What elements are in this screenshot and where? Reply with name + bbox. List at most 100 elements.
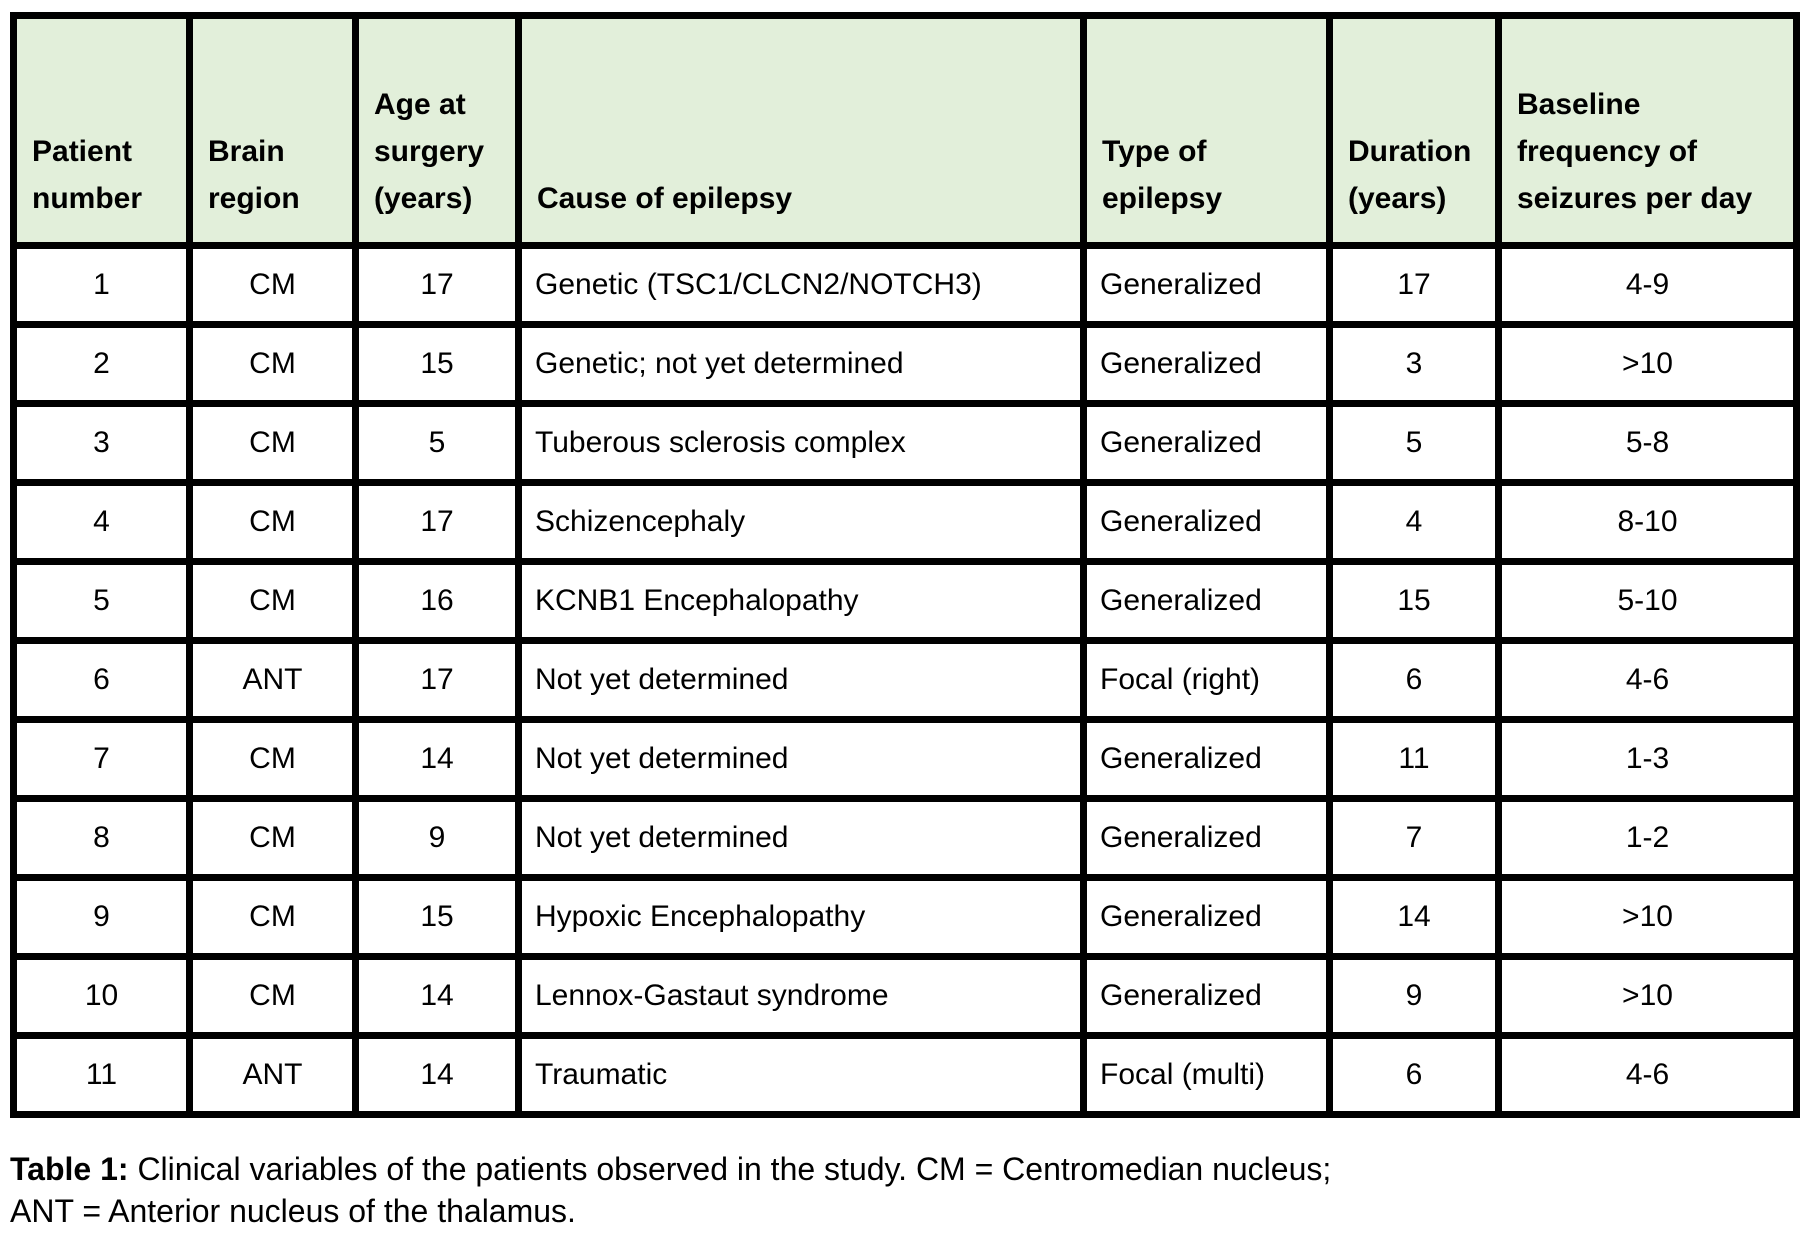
cell-brain-region: CM bbox=[186, 953, 359, 1039]
cell-type-of-epilepsy: Generalized bbox=[1080, 400, 1333, 486]
column-header-cause-of-epilepsy: Cause of epilepsy bbox=[515, 12, 1087, 249]
column-header-type-of-epilepsy: Type of epilepsy bbox=[1080, 12, 1333, 249]
cell-cause-of-epilepsy: Not yet determined bbox=[515, 795, 1087, 881]
cell-age-at-surgery: 9 bbox=[352, 795, 522, 881]
cell-type-of-epilepsy: Generalized bbox=[1080, 479, 1333, 565]
table-caption: Table 1: Clinical variables of the patie… bbox=[10, 1148, 1790, 1232]
cell-age-at-surgery: 17 bbox=[352, 242, 522, 328]
column-header-baseline-frequency: Baseline frequency of seizures per day bbox=[1495, 12, 1800, 249]
cell-duration: 9 bbox=[1326, 953, 1502, 1039]
column-header-patient-number: Patient number bbox=[10, 12, 193, 249]
cell-duration: 3 bbox=[1326, 321, 1502, 407]
cell-age-at-surgery: 5 bbox=[352, 400, 522, 486]
cell-age-at-surgery: 14 bbox=[352, 953, 522, 1039]
table-row: 6 ANT 17 Not yet determined Focal (right) 6 4-… bbox=[10, 637, 1800, 723]
cell-baseline-frequency: 1-2 bbox=[1495, 795, 1800, 881]
cell-baseline-frequency: 5-10 bbox=[1495, 558, 1800, 644]
cell-baseline-frequency: >10 bbox=[1495, 874, 1800, 960]
cell-brain-region: CM bbox=[186, 242, 359, 328]
cell-age-at-surgery: 14 bbox=[352, 1032, 522, 1118]
cell-age-at-surgery: 15 bbox=[352, 321, 522, 407]
cell-type-of-epilepsy: Generalized bbox=[1080, 874, 1333, 960]
table-row: 7 CM 14 Not yet determined Generalized 11 1-3 bbox=[10, 716, 1800, 802]
cell-patient-number: 8 bbox=[10, 795, 193, 881]
column-header-duration: Duration (years) bbox=[1326, 12, 1502, 249]
cell-cause-of-epilepsy: Not yet determined bbox=[515, 637, 1087, 723]
cell-brain-region: CM bbox=[186, 321, 359, 407]
cell-duration: 11 bbox=[1326, 716, 1502, 802]
cell-type-of-epilepsy: Generalized bbox=[1080, 558, 1333, 644]
cell-age-at-surgery: 16 bbox=[352, 558, 522, 644]
cell-patient-number: 3 bbox=[10, 400, 193, 486]
cell-patient-number: 4 bbox=[10, 479, 193, 565]
cell-baseline-frequency: 4-6 bbox=[1495, 637, 1800, 723]
table-row: 9 CM 15 Hypoxic Encephalopathy Generalized 14… bbox=[10, 874, 1800, 960]
cell-age-at-surgery: 17 bbox=[352, 637, 522, 723]
cell-type-of-epilepsy: Focal (right) bbox=[1080, 637, 1333, 723]
table-row: 11 ANT 14 Traumatic Focal (multi) 6 4-6 bbox=[10, 1032, 1800, 1118]
table-row: 1 CM 17 Genetic (TSC1/CLCN2/NOTCH3) Generali… bbox=[10, 242, 1800, 328]
cell-cause-of-epilepsy: Genetic; not yet determined bbox=[515, 321, 1087, 407]
caption-text-line2: ANT = Anterior nucleus of the thalamus. bbox=[10, 1193, 576, 1229]
column-header-age-at-surgery: Age at surgery (years) bbox=[352, 12, 522, 249]
cell-cause-of-epilepsy: Schizencephaly bbox=[515, 479, 1087, 565]
table-row: 8 CM 9 Not yet determined Generalized 7 1-2 bbox=[10, 795, 1800, 881]
cell-patient-number: 10 bbox=[10, 953, 193, 1039]
cell-patient-number: 9 bbox=[10, 874, 193, 960]
table-row: 5 CM 16 KCNB1 Encephalopathy Generalized 15 5-… bbox=[10, 558, 1800, 644]
cell-duration: 7 bbox=[1326, 795, 1502, 881]
cell-cause-of-epilepsy: Traumatic bbox=[515, 1032, 1087, 1118]
cell-patient-number: 2 bbox=[10, 321, 193, 407]
cell-brain-region: ANT bbox=[186, 637, 359, 723]
cell-baseline-frequency: >10 bbox=[1495, 321, 1800, 407]
cell-duration: 4 bbox=[1326, 479, 1502, 565]
cell-brain-region: ANT bbox=[186, 1032, 359, 1118]
table-header-row: Patient number Brain region Age at surgery… bbox=[10, 12, 1800, 249]
clinical-variables-table: Patient number Brain region Age at surgery… bbox=[10, 12, 1800, 1118]
cell-patient-number: 11 bbox=[10, 1032, 193, 1118]
table-row: 4 CM 17 Schizencephaly Generalized 4 8-10 bbox=[10, 479, 1800, 565]
cell-duration: 14 bbox=[1326, 874, 1502, 960]
cell-age-at-surgery: 15 bbox=[352, 874, 522, 960]
cell-type-of-epilepsy: Generalized bbox=[1080, 242, 1333, 328]
table-row: 3 CM 5 Tuberous sclerosis complex Generalize… bbox=[10, 400, 1800, 486]
cell-duration: 6 bbox=[1326, 637, 1502, 723]
cell-duration: 17 bbox=[1326, 242, 1502, 328]
cell-type-of-epilepsy: Focal (multi) bbox=[1080, 1032, 1333, 1118]
cell-brain-region: CM bbox=[186, 400, 359, 486]
cell-patient-number: 1 bbox=[10, 242, 193, 328]
cell-cause-of-epilepsy: Genetic (TSC1/CLCN2/NOTCH3) bbox=[515, 242, 1087, 328]
cell-patient-number: 5 bbox=[10, 558, 193, 644]
table-row: 2 CM 15 Genetic; not yet determined Generali… bbox=[10, 321, 1800, 407]
cell-age-at-surgery: 17 bbox=[352, 479, 522, 565]
cell-type-of-epilepsy: Generalized bbox=[1080, 321, 1333, 407]
cell-age-at-surgery: 14 bbox=[352, 716, 522, 802]
table-body: 1 CM 17 Genetic (TSC1/CLCN2/NOTCH3) Generali… bbox=[10, 242, 1800, 1118]
cell-cause-of-epilepsy: Hypoxic Encephalopathy bbox=[515, 874, 1087, 960]
cell-duration: 6 bbox=[1326, 1032, 1502, 1118]
cell-brain-region: CM bbox=[186, 558, 359, 644]
caption-text-line1: Clinical variables of the patients obser… bbox=[128, 1151, 1332, 1187]
cell-brain-region: CM bbox=[186, 716, 359, 802]
cell-baseline-frequency: 4-6 bbox=[1495, 1032, 1800, 1118]
cell-duration: 15 bbox=[1326, 558, 1502, 644]
table-row: 10 CM 14 Lennox-Gastaut syndrome Generalized… bbox=[10, 953, 1800, 1039]
cell-baseline-frequency: 1-3 bbox=[1495, 716, 1800, 802]
cell-cause-of-epilepsy: KCNB1 Encephalopathy bbox=[515, 558, 1087, 644]
cell-duration: 5 bbox=[1326, 400, 1502, 486]
cell-type-of-epilepsy: Generalized bbox=[1080, 716, 1333, 802]
cell-type-of-epilepsy: Generalized bbox=[1080, 795, 1333, 881]
cell-patient-number: 7 bbox=[10, 716, 193, 802]
cell-baseline-frequency: 5-8 bbox=[1495, 400, 1800, 486]
cell-brain-region: CM bbox=[186, 874, 359, 960]
header-row: Patient number Brain region Age at surgery… bbox=[10, 12, 1800, 249]
cell-cause-of-epilepsy: Not yet determined bbox=[515, 716, 1087, 802]
cell-type-of-epilepsy: Generalized bbox=[1080, 953, 1333, 1039]
caption-label: Table 1: bbox=[10, 1151, 129, 1187]
cell-brain-region: CM bbox=[186, 795, 359, 881]
cell-cause-of-epilepsy: Lennox-Gastaut syndrome bbox=[515, 953, 1087, 1039]
cell-baseline-frequency: 4-9 bbox=[1495, 242, 1800, 328]
cell-brain-region: CM bbox=[186, 479, 359, 565]
cell-baseline-frequency: >10 bbox=[1495, 953, 1800, 1039]
